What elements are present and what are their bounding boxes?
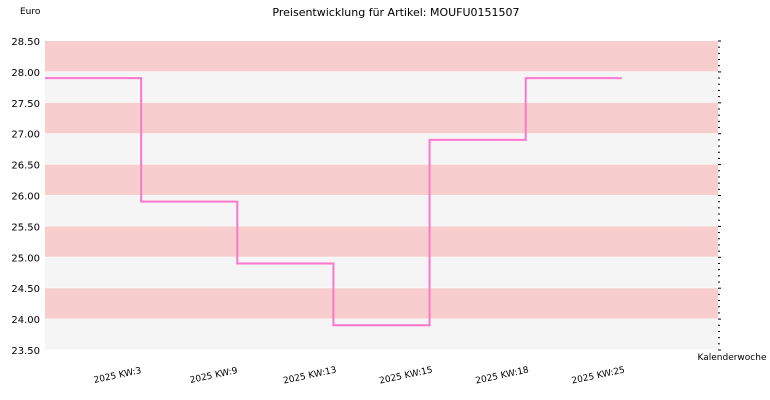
y-tick-label: 25.00 [11,253,40,264]
y-tick-label: 28.50 [11,37,40,48]
y-tick-label: 24.50 [11,284,40,295]
grid-band [45,195,718,227]
x-axis-ticks: 2025 KW:3 2025 KW:9 2025 KW:13 2025 KW:15 20… [93,365,626,386]
x-tick-label: 2025 KW:9 [189,366,239,386]
x-tick-label: 2025 KW:25 [571,366,626,387]
grid-band [45,102,718,134]
grid-band [45,319,718,350]
grid-band [45,71,718,103]
grid-band [45,133,718,165]
y-tick-label: 28.00 [11,68,40,79]
x-tick-label: 2025 KW:13 [282,366,337,387]
grid-band [45,164,718,196]
grid-band [45,226,718,258]
background-bands [45,41,718,351]
y-tick-label: 23.50 [11,346,40,357]
y-tick-label: 26.00 [11,192,40,203]
chart-title: Preisentwicklung für Artikel: MOUFU01515… [272,6,519,19]
x-tick-label: 2025 KW:18 [475,365,530,386]
right-axis-ticks [718,40,721,351]
y-tick-label: 24.00 [11,315,40,326]
grid-band [45,41,718,72]
y-tick-label: 27.50 [11,99,40,110]
x-axis-label: Kalenderwoche [697,353,766,363]
series-group [45,77,622,327]
y-tick-label: 26.50 [11,161,40,172]
y-axis-ticks: 23.50 24.00 24.50 25.00 25.50 26.00 26.50 27.00… [11,37,40,357]
y-tick-label: 25.50 [11,222,40,233]
y-axis-label: Euro [20,7,41,17]
x-tick-label: 2025 KW:3 [93,366,143,386]
grid-band [45,288,718,320]
grid-band [45,257,718,289]
x-tick-label: 2025 KW:15 [379,366,434,387]
y-tick-label: 27.00 [11,130,40,141]
price-series-line [45,77,622,327]
